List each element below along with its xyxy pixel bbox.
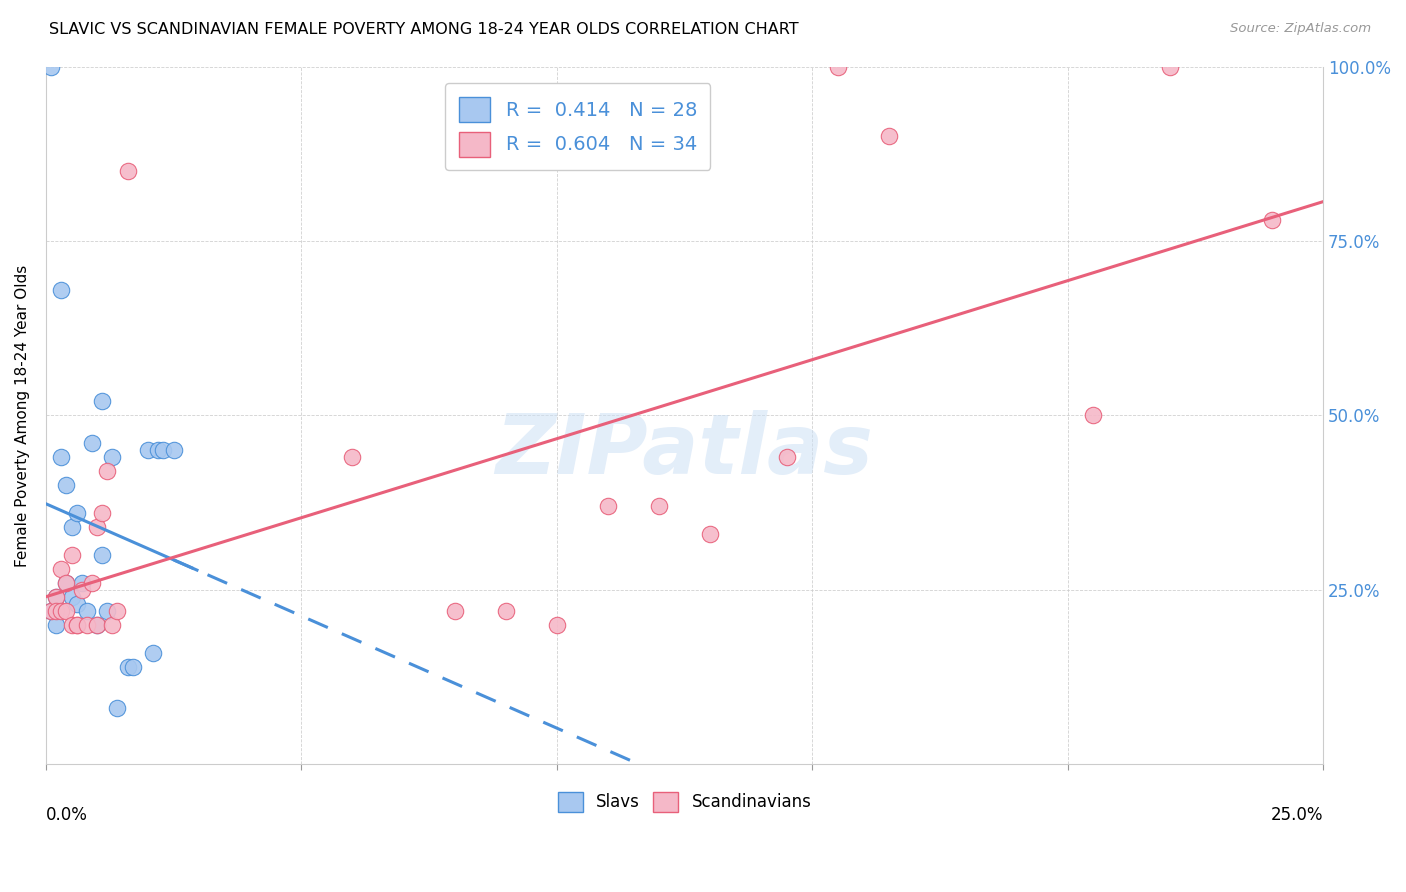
- Legend: Slavs, Scandinavians: Slavs, Scandinavians: [551, 785, 818, 819]
- Point: [142, 646, 165, 660]
- Point: [45, 604, 67, 618]
- Point: [96, 604, 118, 618]
- Point: [70, 582, 93, 597]
- Point: [39, 604, 62, 618]
- Point: [776, 450, 799, 465]
- Point: [117, 659, 139, 673]
- Point: [65, 617, 87, 632]
- Point: [136, 443, 159, 458]
- Point: [101, 617, 124, 632]
- Point: [45, 590, 67, 604]
- Point: [1083, 409, 1105, 423]
- Point: [55, 478, 77, 492]
- Point: [60, 548, 83, 562]
- Point: [91, 548, 114, 562]
- Point: [39, 604, 62, 618]
- Text: Source: ZipAtlas.com: Source: ZipAtlas.com: [1230, 22, 1371, 36]
- Point: [91, 506, 114, 520]
- Point: [55, 575, 77, 590]
- Point: [86, 617, 108, 632]
- Y-axis label: Female Poverty Among 18-24 Year Olds: Female Poverty Among 18-24 Year Olds: [15, 264, 30, 566]
- Point: [51, 283, 73, 297]
- Point: [45, 590, 67, 604]
- Point: [163, 443, 186, 458]
- Point: [1261, 213, 1284, 227]
- Point: [91, 394, 114, 409]
- Point: [60, 520, 83, 534]
- Point: [546, 617, 568, 632]
- Point: [60, 617, 83, 632]
- Point: [101, 450, 124, 465]
- Point: [76, 617, 98, 632]
- Point: [65, 506, 87, 520]
- Point: [76, 604, 98, 618]
- Point: [51, 604, 73, 618]
- Point: [121, 659, 143, 673]
- Point: [55, 604, 77, 618]
- Text: SLAVIC VS SCANDINAVIAN FEMALE POVERTY AMONG 18-24 YEAR OLDS CORRELATION CHART: SLAVIC VS SCANDINAVIAN FEMALE POVERTY AM…: [49, 22, 799, 37]
- Point: [443, 604, 465, 618]
- Point: [107, 701, 129, 715]
- Point: [80, 575, 103, 590]
- Point: [65, 617, 87, 632]
- Point: [495, 604, 517, 618]
- Point: [148, 443, 170, 458]
- Point: [596, 499, 619, 513]
- Point: [51, 562, 73, 576]
- Point: [51, 450, 73, 465]
- Point: [70, 575, 93, 590]
- Point: [342, 450, 364, 465]
- Point: [117, 164, 139, 178]
- Text: 25.0%: 25.0%: [1271, 806, 1323, 824]
- Point: [648, 499, 671, 513]
- Point: [45, 617, 67, 632]
- Point: [827, 60, 849, 74]
- Point: [60, 590, 83, 604]
- Point: [39, 60, 62, 74]
- Point: [86, 520, 108, 534]
- Point: [152, 443, 174, 458]
- Point: [699, 527, 721, 541]
- Text: 0.0%: 0.0%: [46, 806, 87, 824]
- Point: [107, 604, 129, 618]
- Point: [65, 597, 87, 611]
- Point: [86, 617, 108, 632]
- Point: [1159, 60, 1181, 74]
- Point: [96, 464, 118, 478]
- Point: [80, 436, 103, 450]
- Point: [55, 575, 77, 590]
- Point: [877, 129, 900, 144]
- Text: ZIPatlas: ZIPatlas: [496, 409, 873, 491]
